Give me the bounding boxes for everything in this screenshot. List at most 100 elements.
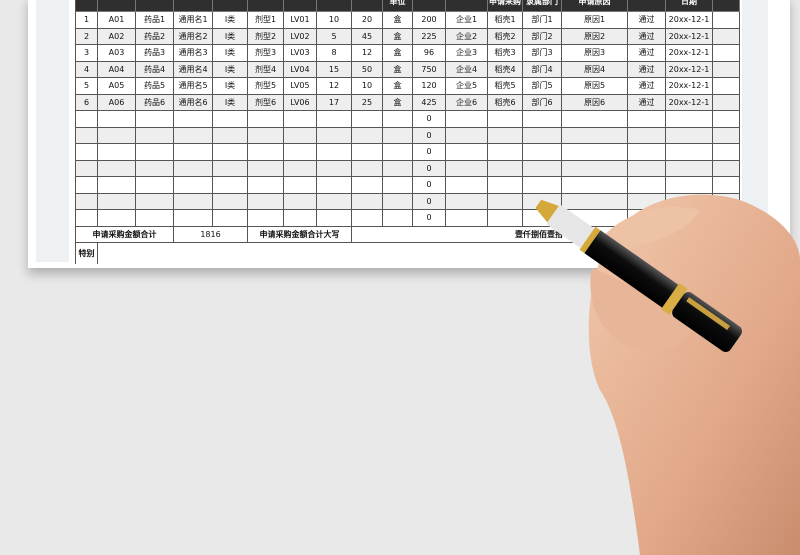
table-cell[interactable]: 200 — [413, 12, 446, 29]
table-cell[interactable] — [713, 94, 740, 111]
table-cell[interactable]: 1 — [76, 12, 98, 29]
table-cell[interactable]: 盒 — [383, 45, 413, 62]
table-cell[interactable]: 96 — [413, 45, 446, 62]
table-cell[interactable]: 通用名5 — [174, 78, 213, 95]
table-cell[interactable]: 稻壳6 — [488, 94, 523, 111]
column-header[interactable] — [413, 0, 446, 12]
table-cell[interactable]: 原因6 — [562, 94, 628, 111]
table-cell[interactable]: I类 — [213, 45, 248, 62]
table-cell[interactable]: 10 — [317, 12, 352, 29]
table-cell[interactable] — [713, 45, 740, 62]
table-cell[interactable]: 药品1 — [136, 12, 174, 29]
table-cell[interactable]: 通过 — [628, 45, 666, 62]
column-header[interactable] — [317, 0, 352, 12]
table-cell[interactable]: 通用名6 — [174, 94, 213, 111]
table-cell[interactable]: LV03 — [284, 45, 317, 62]
table-cell[interactable]: 750 — [413, 61, 446, 78]
table-cell[interactable]: 20xx-12-1 — [666, 28, 713, 45]
column-header[interactable] — [284, 0, 317, 12]
table-cell[interactable]: 稻壳2 — [488, 28, 523, 45]
table-cell[interactable]: 企业6 — [446, 94, 488, 111]
table-cell[interactable]: I类 — [213, 94, 248, 111]
table-cell[interactable]: 0 — [413, 160, 446, 177]
table-cell[interactable]: 8 — [317, 45, 352, 62]
table-cell[interactable]: 20xx-12-1 — [666, 61, 713, 78]
table-cell[interactable]: 原因4 — [562, 61, 628, 78]
table-cell[interactable]: 12 — [317, 78, 352, 95]
table-cell[interactable]: LV02 — [284, 28, 317, 45]
table-cell[interactable]: 药品4 — [136, 61, 174, 78]
table-cell[interactable]: 原因1 — [562, 12, 628, 29]
column-header[interactable]: 隶属部门 — [523, 0, 562, 12]
table-cell[interactable]: 20xx-12-1 — [666, 94, 713, 111]
table-cell[interactable]: 药品5 — [136, 78, 174, 95]
table-cell[interactable]: LV05 — [284, 78, 317, 95]
table-cell[interactable]: A03 — [98, 45, 136, 62]
table-cell[interactable]: 剂型5 — [248, 78, 284, 95]
table-cell[interactable]: 剂型1 — [248, 12, 284, 29]
table-cell[interactable]: 剂型6 — [248, 94, 284, 111]
column-header[interactable]: 申请原因 — [562, 0, 628, 12]
column-header[interactable]: 日期 — [666, 0, 713, 12]
table-cell[interactable]: 2 — [76, 28, 98, 45]
table-cell[interactable]: A04 — [98, 61, 136, 78]
table-cell[interactable]: 通用名3 — [174, 45, 213, 62]
table-cell[interactable]: 通用名1 — [174, 12, 213, 29]
column-header[interactable] — [136, 0, 174, 12]
table-cell[interactable]: 0 — [413, 127, 446, 144]
table-cell[interactable]: A01 — [98, 12, 136, 29]
table-cell[interactable]: 通用名4 — [174, 61, 213, 78]
column-header[interactable] — [174, 0, 213, 12]
table-cell[interactable]: I类 — [213, 12, 248, 29]
table-cell[interactable]: 剂型3 — [248, 45, 284, 62]
column-header[interactable] — [248, 0, 284, 12]
table-cell[interactable]: 企业3 — [446, 45, 488, 62]
table-cell[interactable]: LV04 — [284, 61, 317, 78]
table-cell[interactable]: 25 — [352, 94, 383, 111]
table-cell[interactable]: 盒 — [383, 94, 413, 111]
column-header[interactable]: 申请采购 — [488, 0, 523, 12]
table-cell[interactable]: 通过 — [628, 28, 666, 45]
table-cell[interactable] — [713, 78, 740, 95]
total-amount-value[interactable]: 1816 — [174, 226, 248, 243]
table-cell[interactable]: 企业5 — [446, 78, 488, 95]
table-cell[interactable]: 通过 — [628, 12, 666, 29]
table-cell[interactable] — [713, 12, 740, 29]
table-cell[interactable]: 10 — [352, 78, 383, 95]
table-cell[interactable]: 20 — [352, 12, 383, 29]
table-cell[interactable]: 盒 — [383, 61, 413, 78]
table-cell[interactable]: I类 — [213, 28, 248, 45]
table-cell[interactable]: 0 — [413, 144, 446, 161]
table-cell[interactable]: 剂型4 — [248, 61, 284, 78]
table-cell[interactable]: 剂型2 — [248, 28, 284, 45]
table-cell[interactable] — [713, 61, 740, 78]
table-cell[interactable]: I类 — [213, 78, 248, 95]
column-header[interactable] — [352, 0, 383, 12]
table-cell[interactable]: 通用名2 — [174, 28, 213, 45]
table-cell[interactable]: 225 — [413, 28, 446, 45]
column-header[interactable] — [76, 0, 98, 12]
table-cell[interactable]: 药品2 — [136, 28, 174, 45]
table-cell[interactable]: 5 — [76, 78, 98, 95]
table-cell[interactable]: LV01 — [284, 12, 317, 29]
table-cell[interactable]: 药品6 — [136, 94, 174, 111]
table-cell[interactable]: 425 — [413, 94, 446, 111]
table-cell[interactable]: I类 — [213, 61, 248, 78]
special-notes-label[interactable]: 特别 — [76, 242, 98, 264]
table-cell[interactable]: 部门6 — [523, 94, 562, 111]
table-cell[interactable]: 通过 — [628, 61, 666, 78]
table-cell[interactable]: 20xx-12-1 — [666, 78, 713, 95]
table-cell[interactable]: 盒 — [383, 12, 413, 29]
table-cell[interactable]: 稻壳5 — [488, 78, 523, 95]
table-cell[interactable]: 5 — [317, 28, 352, 45]
column-header[interactable] — [213, 0, 248, 12]
table-cell[interactable]: 部门3 — [523, 45, 562, 62]
table-cell[interactable]: 盒 — [383, 78, 413, 95]
table-cell[interactable]: 120 — [413, 78, 446, 95]
table-cell[interactable]: 20xx-12-1 — [666, 12, 713, 29]
table-cell[interactable]: A02 — [98, 28, 136, 45]
table-cell[interactable]: 稻壳4 — [488, 61, 523, 78]
uppercase-amount-label[interactable]: 申请采购金额合计大写 — [248, 226, 352, 243]
table-cell[interactable]: 12 — [352, 45, 383, 62]
table-cell[interactable]: 50 — [352, 61, 383, 78]
